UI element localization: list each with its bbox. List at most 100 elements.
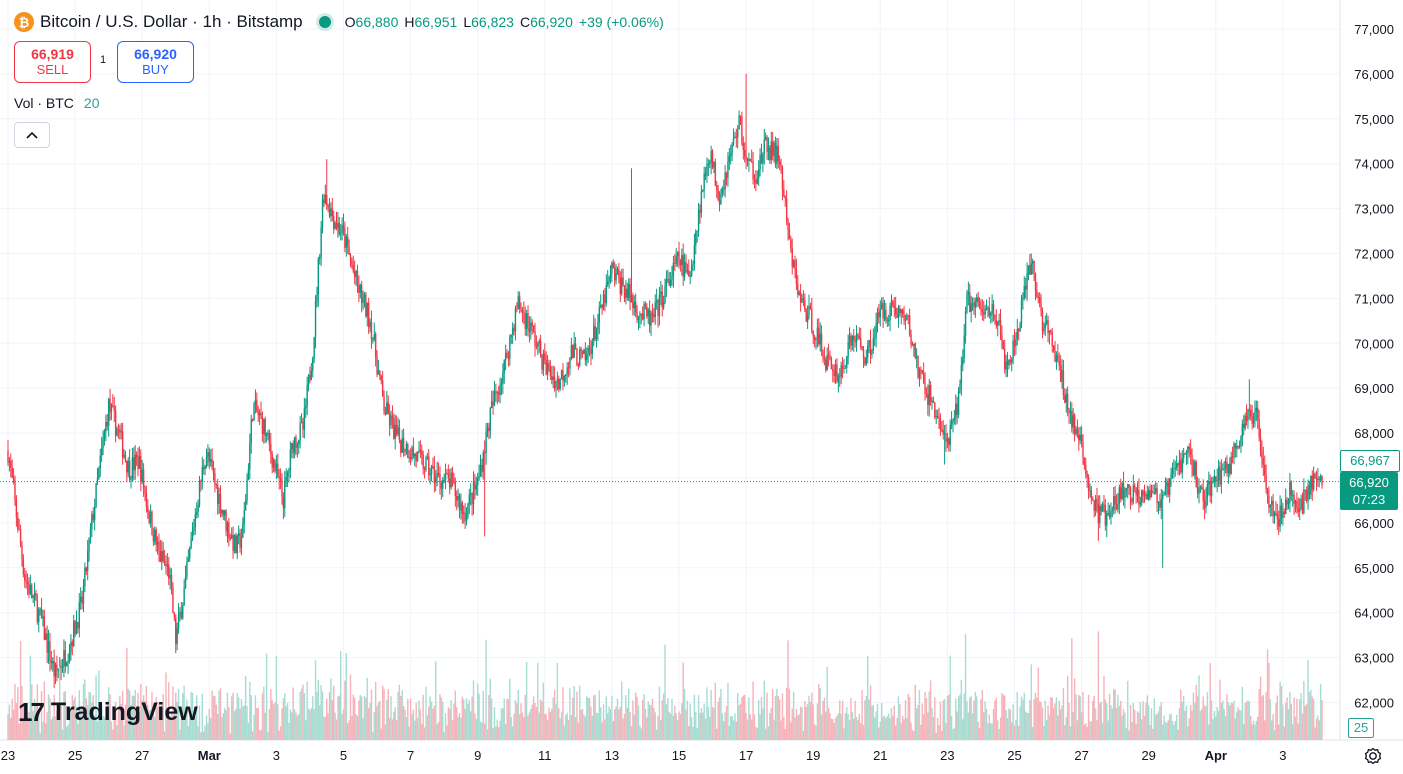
volume-bar [184, 706, 187, 740]
candle-body [1152, 491, 1154, 493]
volume-bar [1146, 695, 1149, 740]
candle-body [1100, 506, 1102, 512]
volume-bar [609, 708, 612, 740]
candle-body [921, 370, 923, 374]
candle-body [741, 116, 743, 144]
candle-body [73, 620, 75, 646]
volume-bar [309, 710, 311, 740]
candle-body [376, 357, 378, 375]
volume-bar [442, 701, 444, 740]
candle-body [1184, 453, 1186, 455]
volume-bar [1100, 701, 1102, 740]
volume-bar [1230, 702, 1232, 740]
candle-body [1268, 495, 1270, 508]
volume-legend[interactable]: Vol · BTC 20 [14, 95, 99, 111]
volume-bar [1054, 703, 1056, 740]
volume-bar [860, 723, 862, 740]
open-value: 66,880 [355, 14, 399, 30]
candle-body [646, 306, 648, 317]
volume-bar [474, 713, 476, 740]
candle-body [29, 584, 32, 594]
candle-body [744, 149, 746, 157]
volume-bar [1148, 705, 1150, 740]
volume-bar [328, 692, 331, 740]
symbol-title[interactable]: Bitcoin / U.S. Dollar · 1h · Bitstamp [40, 12, 303, 31]
candle-body [636, 312, 638, 320]
volume-bar [1321, 700, 1323, 740]
volume-bar [620, 681, 623, 740]
volume-bar [299, 691, 301, 740]
candle-body [93, 506, 96, 521]
candle-body [787, 220, 789, 230]
volume-bar [1009, 709, 1012, 740]
candle-body [797, 284, 799, 295]
candle-body [823, 357, 826, 360]
volume-bar [612, 721, 614, 740]
volume-bar [569, 688, 571, 740]
volume-bar [875, 711, 877, 740]
volume-bar [887, 713, 890, 740]
volume-bar [1203, 705, 1206, 740]
volume-bar [848, 719, 851, 740]
candle-body [704, 173, 707, 176]
volume-bar [481, 722, 483, 740]
candle-body [1216, 480, 1218, 482]
volume-bar [1166, 722, 1168, 740]
candle-body [1131, 501, 1133, 503]
candle-body [990, 313, 992, 316]
candle-body [953, 417, 956, 421]
candle-body [1276, 514, 1279, 519]
volume-bar [443, 732, 445, 740]
candle-body [999, 320, 1002, 335]
candle-body [374, 334, 377, 358]
volume-bar [1251, 724, 1253, 740]
candle-body [577, 365, 580, 367]
volume-bar [883, 715, 886, 740]
candle-body [381, 380, 384, 396]
volume-bar [114, 702, 117, 740]
candle-body [960, 365, 963, 385]
candle-body [1005, 361, 1007, 370]
candle-body [1122, 483, 1125, 498]
volume-bar [483, 723, 486, 740]
gear-icon[interactable] [1363, 746, 1383, 766]
volume-bar [492, 728, 494, 740]
volume-bar [40, 691, 43, 740]
volume-bar [991, 723, 993, 740]
volume-bar [274, 702, 276, 740]
volume-bar [1196, 695, 1199, 740]
volume-bar [391, 719, 394, 740]
volume-bar [1184, 710, 1186, 740]
volume-bar [1289, 691, 1291, 740]
volume-bar [1020, 696, 1023, 740]
buy-button[interactable]: 66,920 BUY [117, 41, 194, 83]
volume-bar [29, 655, 32, 740]
candle-body [425, 458, 427, 470]
candle-body [1075, 428, 1077, 434]
volume-bar [805, 706, 807, 740]
candle-body [732, 137, 735, 145]
candle-body [518, 296, 521, 309]
volume-bar [1122, 709, 1125, 740]
volume-bar [1076, 720, 1079, 740]
candle-body [1083, 457, 1086, 466]
collapse-legend-button[interactable] [14, 122, 50, 148]
candle-body [50, 661, 53, 664]
volume-bar [1150, 708, 1153, 740]
candle-body [820, 333, 823, 352]
sell-button[interactable]: 66,919 SELL [14, 41, 91, 83]
volume-bar [1279, 681, 1281, 740]
candle-body [360, 285, 363, 303]
volume-bar [1142, 701, 1144, 740]
candle-body [345, 236, 347, 248]
volume-bar [753, 714, 756, 740]
volume-bar [270, 689, 272, 740]
volume-bar [516, 703, 518, 740]
candle-body [1224, 461, 1227, 469]
volume-bar [1037, 667, 1039, 740]
price-tick-label: 76,000 [1354, 67, 1394, 82]
price-tick-label: 75,000 [1354, 112, 1394, 127]
candle-body [429, 474, 431, 476]
candle-body [193, 527, 195, 531]
